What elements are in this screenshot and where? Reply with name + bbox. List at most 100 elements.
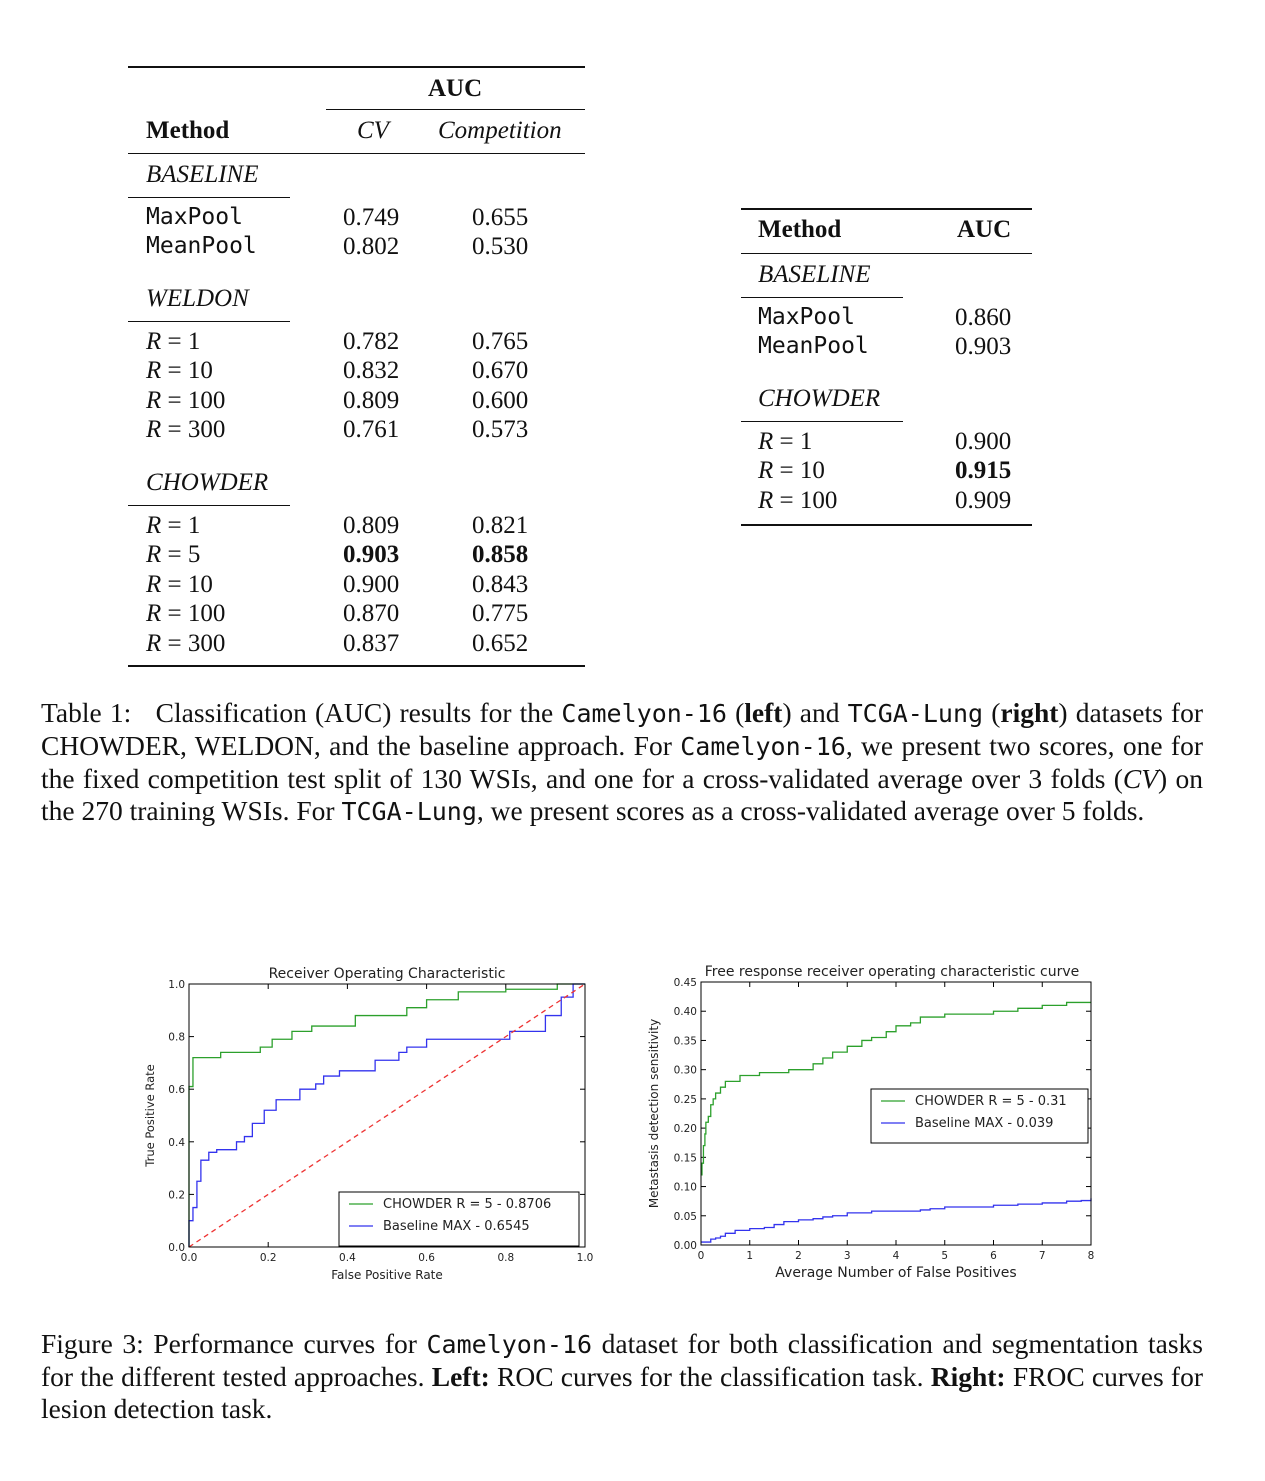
- method-cell: R = 1: [758, 427, 812, 456]
- y-tick-label: 0.00: [674, 1240, 697, 1252]
- y-tick-label: 0.25: [674, 1094, 697, 1106]
- table-caption-label: Table 1:: [41, 697, 132, 728]
- bottom-rule: [741, 524, 1032, 526]
- method-cell: MeanPool: [758, 333, 869, 360]
- method-value: = 100: [161, 600, 226, 628]
- competition-value: 0.573: [472, 416, 529, 444]
- x-tick-label: 0.0: [181, 1252, 198, 1264]
- y-axis-label: Metastasis detection sensitivity: [647, 1019, 661, 1208]
- plot-frame: [188, 983, 586, 1248]
- auc-value: 0.903: [955, 333, 1012, 361]
- y-tick-label: 0.15: [674, 1152, 697, 1164]
- method-cell: R = 10: [758, 456, 825, 485]
- y-tick-label: 0.35: [674, 1035, 697, 1047]
- legend-label: Baseline MAX - 0.6545: [383, 1219, 530, 1234]
- method-cell: MaxPool: [146, 204, 243, 230]
- cv-value: 0.782: [343, 328, 400, 355]
- dataset-name: Camelyon-16: [426, 1330, 593, 1359]
- y-tick-label: 0.10: [674, 1182, 697, 1194]
- cv-value: 0.809: [343, 386, 400, 414]
- auc-group-header: AUC: [428, 75, 483, 102]
- competition-value: 0.775: [472, 600, 529, 628]
- method-value: = 10: [161, 570, 213, 598]
- x-tick-label: 6: [990, 1250, 997, 1262]
- column-header-competition: Competition: [438, 117, 562, 144]
- method-cell: R = 10: [146, 570, 213, 599]
- header-rule: [741, 253, 1032, 254]
- y-tick-label: 0.8: [168, 1032, 185, 1044]
- competition-value: 0.670: [472, 357, 529, 385]
- x-tick-label: 0: [698, 1250, 705, 1262]
- method-value: = 10: [161, 357, 213, 385]
- x-tick-label: 0.4: [339, 1252, 356, 1264]
- section-label: CHOWDER: [758, 385, 881, 412]
- chart-title: Free response receiver operating charact…: [705, 964, 1080, 980]
- section-label: WELDON: [146, 285, 249, 312]
- auc-value: 0.915: [955, 457, 1012, 485]
- cv-value: 0.809: [343, 512, 400, 539]
- method-cell: R = 10: [146, 356, 213, 385]
- section-rule: [741, 421, 903, 422]
- auc-value: 0.860: [955, 304, 1012, 331]
- dataset-name: TCGA-Lung: [847, 699, 984, 728]
- x-axis-label: False Positive Rate: [331, 1268, 443, 1282]
- method-value: = 10: [773, 457, 825, 485]
- method-value: = 5: [161, 541, 201, 569]
- x-tick-label: 3: [844, 1250, 851, 1262]
- section-label: BASELINE: [758, 261, 871, 288]
- method-cell: R = 1: [146, 511, 200, 540]
- section-rule: [128, 321, 290, 322]
- method-value: = 300: [161, 416, 226, 444]
- legend-box: [870, 1088, 1089, 1144]
- method-value: = 1: [161, 512, 201, 539]
- x-tick-label: 5: [941, 1250, 948, 1262]
- cv-value: 0.802: [343, 233, 400, 261]
- y-tick-label: 0.4: [168, 1137, 185, 1149]
- legend-label: CHOWDER R = 5 - 0.31: [915, 1094, 1067, 1109]
- cv-value: 0.832: [343, 357, 400, 385]
- competition-value: 0.821: [472, 512, 529, 539]
- x-tick-label: 4: [893, 1250, 900, 1262]
- series-line-0: [701, 1001, 1091, 1176]
- method-variable: R: [146, 541, 162, 569]
- method-value: = 100: [773, 486, 838, 514]
- method-cell: MeanPool: [146, 233, 257, 260]
- method-variable: R: [146, 512, 162, 539]
- method-value: = 300: [161, 629, 226, 657]
- section-rule: [128, 197, 290, 198]
- legend-label: CHOWDER R = 5 - 0.8706: [383, 1197, 551, 1212]
- group-rule: [326, 109, 585, 110]
- method-cell: R = 300: [146, 415, 225, 444]
- header-rule: [128, 153, 585, 154]
- method-cell: R = 100: [146, 599, 225, 628]
- plot-frame: [700, 981, 1092, 1246]
- method-variable: R: [758, 486, 774, 514]
- legend-label: Baseline MAX - 0.039: [915, 1116, 1053, 1131]
- method-cell: R = 5: [146, 540, 200, 569]
- method-variable: R: [758, 428, 774, 455]
- method-variable: R: [146, 386, 162, 414]
- method-cell: R = 1: [146, 327, 200, 356]
- column-header-auc: AUC: [957, 216, 1012, 243]
- x-tick-label: 7: [1039, 1250, 1046, 1262]
- method-variable: R: [146, 629, 162, 657]
- method-cell: MaxPool: [758, 304, 855, 330]
- method-variable: R: [758, 457, 774, 485]
- method-cell: R = 100: [146, 386, 225, 415]
- cv-value: 0.761: [343, 416, 400, 444]
- cv-value: 0.900: [343, 570, 400, 598]
- y-tick-label: 0.40: [674, 1006, 697, 1018]
- top-rule: [741, 208, 1032, 210]
- method-variable: R: [146, 570, 162, 598]
- method-value: = 1: [161, 328, 201, 355]
- competition-value: 0.655: [472, 204, 529, 231]
- method-cell: R = 100: [758, 486, 837, 515]
- dataset-name: Camelyon-16: [680, 732, 846, 761]
- method-cell: R = 300: [146, 629, 225, 658]
- cv-value: 0.749: [343, 204, 400, 231]
- competition-value: 0.843: [472, 570, 529, 598]
- x-tick-label: 1.0: [577, 1252, 594, 1264]
- series-line-1: [701, 1198, 1092, 1243]
- method-value: = 100: [161, 386, 226, 414]
- x-axis-label: Average Number of False Positives: [775, 1265, 1016, 1281]
